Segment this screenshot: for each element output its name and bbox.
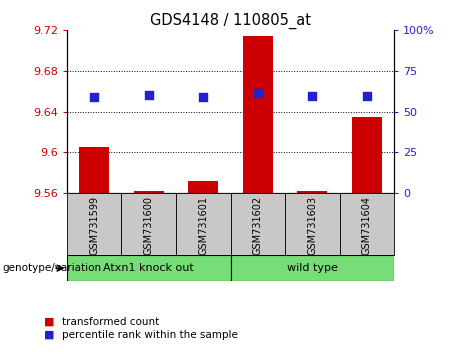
- Text: ■: ■: [44, 317, 54, 327]
- Text: ■: ■: [44, 330, 54, 339]
- Point: [254, 90, 261, 96]
- Bar: [188, 181, 218, 193]
- Point: [363, 93, 371, 99]
- Bar: [243, 36, 273, 193]
- Text: GSM731600: GSM731600: [144, 196, 154, 255]
- Text: transformed count: transformed count: [62, 317, 160, 327]
- Bar: [176, 193, 230, 255]
- Bar: [67, 193, 121, 255]
- Text: GSM731603: GSM731603: [307, 196, 317, 255]
- Text: GSM731602: GSM731602: [253, 196, 263, 255]
- Point: [200, 95, 207, 100]
- Bar: [285, 193, 340, 255]
- Text: GSM731601: GSM731601: [198, 196, 208, 255]
- Bar: [134, 191, 164, 193]
- Point: [308, 93, 316, 99]
- Bar: [67, 255, 230, 281]
- Point: [145, 92, 152, 98]
- Bar: [230, 193, 285, 255]
- Text: GSM731599: GSM731599: [89, 196, 99, 255]
- Point: [90, 95, 98, 100]
- Bar: [79, 147, 109, 193]
- Text: genotype/variation: genotype/variation: [2, 263, 101, 273]
- Bar: [352, 116, 382, 193]
- Text: wild type: wild type: [287, 263, 338, 273]
- Text: Atxn1 knock out: Atxn1 knock out: [103, 263, 194, 273]
- Bar: [121, 193, 176, 255]
- Bar: [340, 193, 394, 255]
- Text: GSM731604: GSM731604: [362, 196, 372, 255]
- Text: GDS4148 / 110805_at: GDS4148 / 110805_at: [150, 12, 311, 29]
- Bar: [297, 191, 327, 193]
- Bar: [230, 255, 394, 281]
- Text: percentile rank within the sample: percentile rank within the sample: [62, 330, 238, 339]
